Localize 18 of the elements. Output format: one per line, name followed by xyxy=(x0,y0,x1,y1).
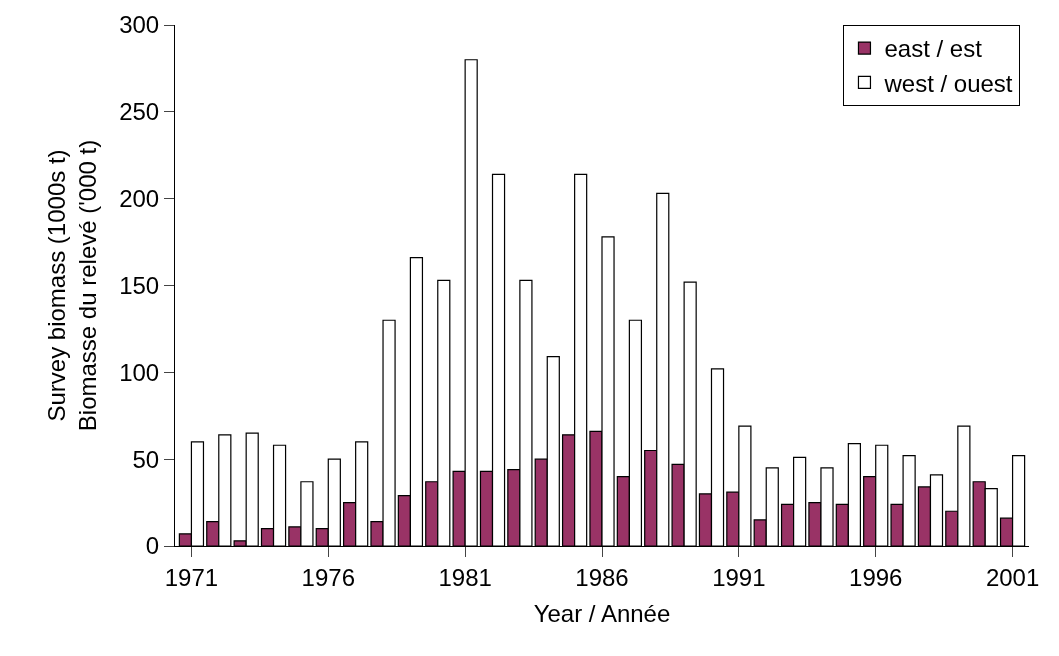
y-tick-label: 300 xyxy=(119,11,160,39)
x-tick-label: 1991 xyxy=(712,563,766,591)
x-tick-label: 1996 xyxy=(849,563,903,591)
x-tick-label: 1971 xyxy=(164,563,219,591)
x-tick-label: 1981 xyxy=(438,563,492,591)
y-tick-label: 150 xyxy=(119,271,160,299)
x-tick-label: 1976 xyxy=(301,563,355,591)
x-tick-label: 1986 xyxy=(575,563,629,591)
x-axis-title: Year / Année xyxy=(533,600,671,628)
y-tick-label: 0 xyxy=(145,532,160,560)
y-tick-label: 100 xyxy=(119,358,160,386)
y-tick-label: 250 xyxy=(119,98,160,126)
legend-label: west / ouest xyxy=(883,69,1013,97)
legend-label: east / est xyxy=(884,35,983,63)
y-tick-label: 200 xyxy=(119,185,160,213)
x-tick-label: 2001 xyxy=(985,563,1040,591)
y-tick-label: 50 xyxy=(132,445,160,473)
y-axis-title: Survey biomass (1000s t) Biomasse du relevé ('000 t) xyxy=(43,139,102,432)
